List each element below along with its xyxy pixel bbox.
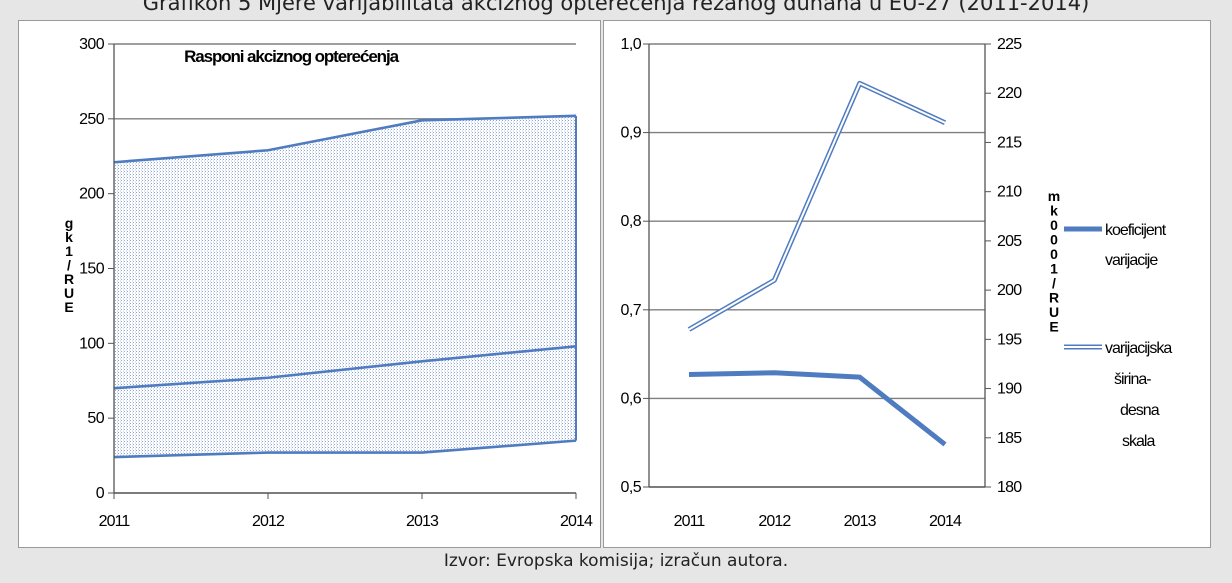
max-series-line — [113, 114, 577, 164]
left-chart-svg: 0 50 100 150 200 250 300 2011 2012 2013 2014 Rasp… — [64, 36, 594, 530]
range-area — [114, 115, 576, 458]
right-y-tick-labels: 0,5 0,6 0,7 0,8 0,9 1,0 — [621, 36, 643, 496]
right-chart-panel: 0,5 0,6 0,7 0,8 0,9 1,0 180 185 190 195 200 205 210… — [603, 20, 1211, 548]
right-y-tick-label: 1,0 — [621, 36, 642, 53]
left-x-tick-label: 2014 — [560, 513, 593, 530]
figure-caption: Grafikon 5 Mjere varijabilitata akciznog… — [142, 0, 1090, 15]
legend-label-sirina: varijacijska širina-desna skala — [1105, 340, 1172, 450]
right-x-tick-label: 2012 — [758, 513, 791, 530]
right-y2-tick-labels: 180 185 190 195 200 205 210 215 220 225 — [997, 36, 1023, 496]
series-varijacijska-sirina-outer — [687, 80, 947, 332]
legend-label-koeficijent: koeficijent varijacije — [1105, 222, 1167, 269]
left-chart-title: Rasponi akciznog opterećenja — [184, 47, 400, 66]
left-x-tick-label: 2013 — [406, 513, 439, 530]
range-area-fill — [114, 115, 576, 458]
left-y-tick-labels: 0 50 100 150 200 250 300 — [79, 36, 105, 502]
right-gridlines — [649, 43, 985, 488]
right-y2-tick-label: 195 — [997, 331, 1022, 348]
left-y-tick-label: 150 — [79, 261, 105, 278]
right-x-tick-label: 2013 — [844, 513, 877, 530]
left-y-tick-label: 200 — [79, 186, 105, 203]
min-series-line — [113, 439, 577, 459]
left-x-tick-labels: 2011 2012 2013 2014 — [99, 513, 594, 530]
right-y-tick-label: 0,6 — [621, 390, 642, 407]
right-y2-axis-label: m k 0 0 0 1/R U E — [1048, 188, 1060, 335]
source-note: Izvor: Evropska komisija; izračun autora… — [443, 551, 789, 571]
right-y2-tick-label: 185 — [997, 430, 1022, 447]
right-series-lines — [687, 80, 947, 447]
right-y-tick-label: 0,9 — [621, 125, 642, 142]
legend: koeficijent varijacije varijacijska širina-… — [1064, 222, 1173, 450]
right-y2-tick-label: 190 — [997, 381, 1022, 398]
right-x-tick-label: 2014 — [929, 513, 962, 530]
left-y-tick-label: 100 — [79, 335, 105, 352]
right-y-tick-label: 0,7 — [621, 302, 642, 319]
right-y2-tick-label: 200 — [997, 282, 1022, 299]
right-y2-tick-label: 180 — [997, 479, 1022, 496]
right-y2-tick-label: 225 — [997, 36, 1022, 53]
left-y-tick-label: 50 — [87, 410, 104, 427]
series-varijacijska-sirina-inner — [688, 82, 946, 331]
left-y-tick-label: 300 — [79, 36, 105, 53]
left-x-tick-label: 2011 — [99, 513, 131, 530]
right-chart-svg: 0,5 0,6 0,7 0,8 0,9 1,0 180 185 190 195 200 205 210… — [621, 36, 1174, 530]
right-y-tick-label: 0,8 — [621, 213, 642, 230]
right-x-tick-labels: 2011 2012 2013 2014 — [674, 513, 963, 530]
left-y-tick-label: 250 — [79, 111, 105, 128]
right-y2-tick-label: 215 — [997, 134, 1022, 151]
right-y2-tick-label: 205 — [997, 233, 1022, 250]
left-x-tick-label: 2012 — [252, 513, 285, 530]
left-axes — [108, 43, 577, 499]
left-series-lines — [113, 114, 577, 459]
left-chart-panel: 0 50 100 150 200 250 300 2011 2012 2013 2014 Rasp… — [18, 20, 601, 548]
right-y2-tick-label: 220 — [997, 85, 1022, 102]
left-y-axis-label: g k 1/R U E — [64, 215, 74, 315]
left-y-tick-label: 0 — [96, 485, 105, 502]
series-koeficijent-varijacije — [688, 370, 947, 447]
mid-series-line — [113, 345, 577, 390]
right-axes — [643, 43, 991, 488]
right-x-tick-label: 2011 — [674, 513, 706, 530]
right-y2-tick-label: 210 — [997, 184, 1022, 201]
right-y-tick-label: 0,5 — [621, 479, 642, 496]
